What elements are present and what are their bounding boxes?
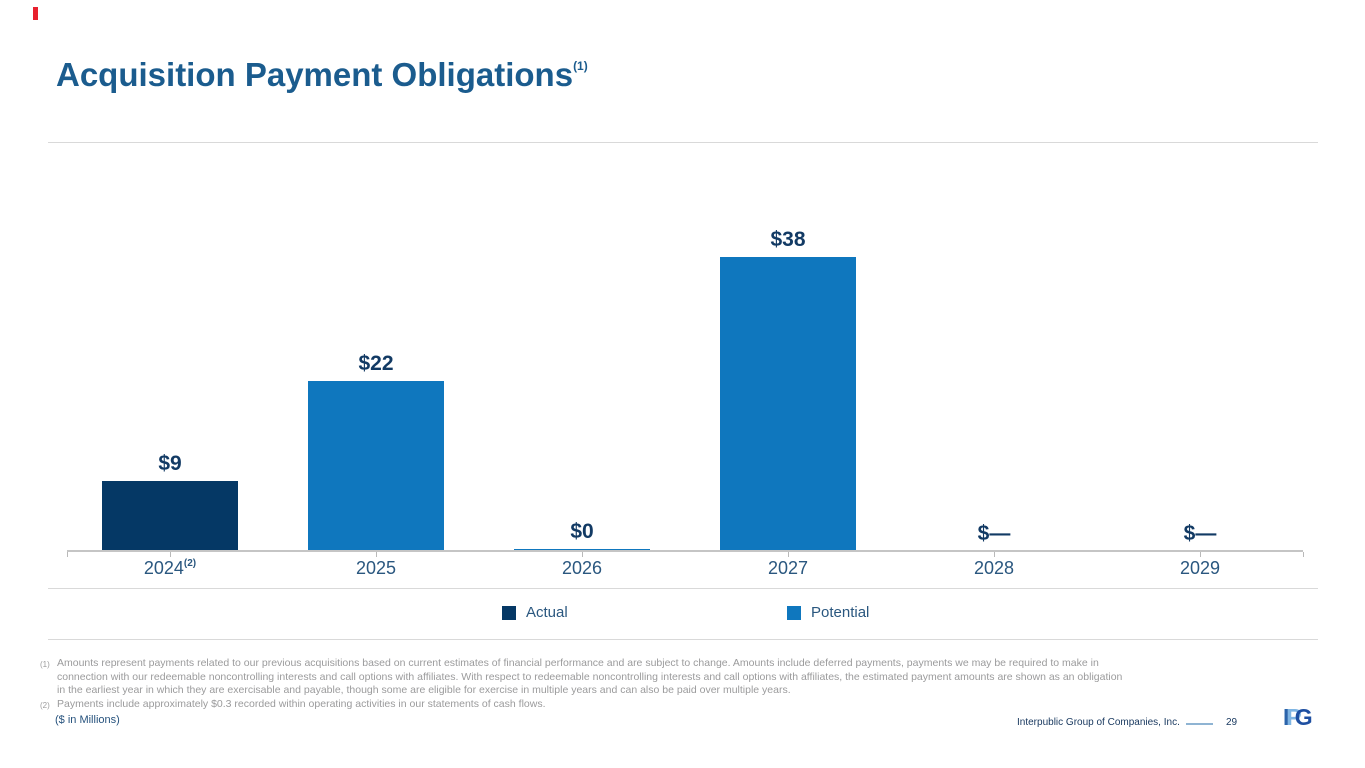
bar-2026 — [514, 548, 650, 551]
units-note: ($ in Millions) — [55, 714, 120, 726]
footnote-2: (2) Payments include approximately $0.3 … — [40, 698, 1126, 713]
legend-top-divider — [48, 588, 1318, 589]
footnote-1: (1) Amounts represent payments related t… — [40, 657, 1126, 698]
potential-swatch — [787, 605, 801, 620]
footer-company-name: Interpublic Group of Companies, Inc. — [1017, 717, 1180, 728]
footer-dash-line — [1186, 723, 1213, 725]
legend-item-potential: Potential — [787, 604, 869, 621]
axis-tick — [170, 552, 171, 557]
page-title: Acquisition Payment Obligations(1) — [56, 56, 588, 94]
ipg-logo-letter-g: G — [1294, 704, 1313, 730]
title-divider — [48, 142, 1318, 143]
value-label-2028: $— — [977, 522, 1011, 545]
x-axis-label-2025: 2025 — [355, 558, 397, 578]
bar-2027 — [720, 256, 856, 551]
x-axis-label-2026: 2026 — [561, 558, 603, 578]
red-accent-mark — [33, 7, 38, 20]
value-label-2024: $9 — [158, 452, 182, 476]
axis-tick — [788, 552, 789, 557]
bar-2024 — [102, 481, 238, 551]
footnote-2-marker: (2) — [40, 700, 50, 710]
chart-column-2028: $— — [891, 175, 1097, 551]
axis-tick — [582, 552, 583, 557]
ipg-logo-letter-p: P — [1286, 704, 1301, 730]
axis-end-tick — [67, 552, 68, 557]
x-axis-label-2028: 2028 — [973, 558, 1015, 578]
x-axis-label-2024: 2024(2) — [143, 558, 197, 578]
axis-tick — [994, 552, 995, 557]
footnote-1-text: Amounts represent payments related to ou… — [57, 657, 1123, 697]
axis-end-tick — [1303, 552, 1304, 557]
chart-column-2027: $38 — [685, 175, 891, 551]
legend-item-actual: Actual — [502, 604, 568, 621]
bar-2025 — [308, 380, 444, 551]
chart-column-2029: $— — [1097, 175, 1303, 551]
chart-column-2025: $22 — [273, 175, 479, 551]
title-footnote-ref: (1) — [573, 59, 588, 73]
value-label-2025: $22 — [358, 351, 394, 375]
chart-column-2024: $9 — [67, 175, 273, 551]
ipg-logo: IPG — [1283, 704, 1313, 730]
x-axis-label-2029: 2029 — [1179, 558, 1221, 578]
value-label-2029: $— — [1183, 522, 1217, 545]
x-axis-line — [67, 550, 1304, 557]
footnote-1-marker: (1) — [40, 660, 50, 669]
legend-label-actual: Actual — [526, 604, 568, 621]
page-title-text: Acquisition Payment Obligations — [56, 56, 574, 93]
x-axis-labels: 2024(2) 2025 2026 2027 2028 2029 — [67, 558, 1303, 582]
axis-tick — [376, 552, 377, 557]
value-label-2026: $0 — [570, 519, 594, 543]
page-number: 29 — [1226, 717, 1238, 728]
legend-bottom-divider — [48, 639, 1318, 640]
footnote-2-text: Payments include approximately $0.3 reco… — [57, 697, 546, 710]
ipg-logo-letter-i: I — [1283, 704, 1290, 730]
axis-tick — [1200, 552, 1201, 557]
actual-swatch — [502, 605, 516, 620]
footnotes: (1) Amounts represent payments related t… — [40, 657, 1126, 712]
legend-label-potential: Potential — [811, 604, 870, 621]
chart-column-2026: $0 — [479, 175, 685, 551]
x-axis-label-2027: 2027 — [767, 558, 809, 578]
bar-chart-plot-area: $9 $22 $0 $38 $— $— — [67, 175, 1303, 551]
value-label-2027: $38 — [770, 227, 806, 251]
